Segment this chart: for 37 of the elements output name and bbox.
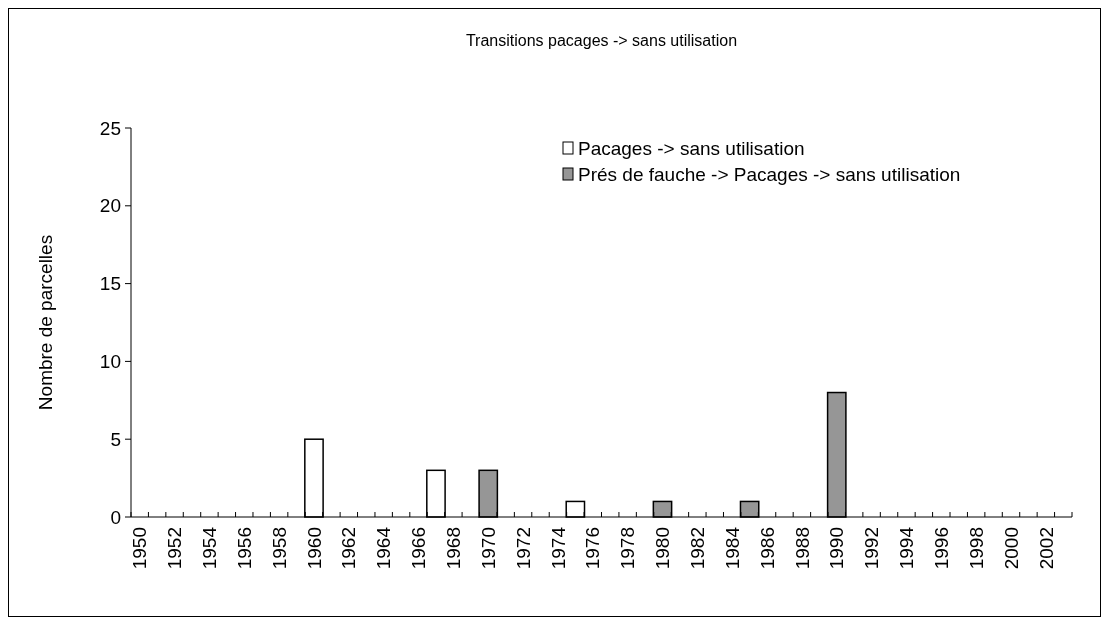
x-tick-label: 1984 [721, 526, 743, 570]
y-axis-title: Nombre de parcelles [35, 234, 56, 411]
x-tick-label: 1982 [686, 527, 708, 570]
x-tick-label: 1964 [373, 526, 395, 570]
y-tick-label: 20 [99, 195, 121, 217]
x-tick-label: 1958 [268, 527, 290, 570]
x-tick-label: 1996 [930, 527, 952, 570]
x-tick-label: 1962 [338, 527, 360, 570]
y-tick-label: 15 [99, 273, 121, 295]
x-tick-label: 1968 [443, 527, 465, 570]
x-tick-label: 1974 [547, 526, 569, 570]
legend-label: Pacages -> sans utilisation [578, 137, 805, 159]
x-tick-label: 1980 [652, 527, 674, 570]
y-tick-label: 10 [99, 351, 121, 373]
x-tick-label: 1986 [756, 527, 778, 570]
y-tick-label: 0 [110, 506, 121, 528]
x-tick-label: 1972 [512, 527, 534, 570]
x-tick-label: 1954 [199, 526, 221, 570]
x-tick-label: 2002 [1035, 527, 1057, 570]
y-tick-label: 5 [110, 428, 121, 450]
x-tick-label: 1960 [303, 527, 325, 570]
x-tick-label: 1976 [582, 527, 604, 570]
chart-title: Transitions pacages -> sans utilisation [465, 32, 738, 49]
x-tick-label: 1994 [896, 526, 918, 570]
x-tick-label: 2000 [1000, 527, 1022, 570]
legend-label: Prés de fauche -> Pacages -> sans utilisation [578, 163, 961, 185]
x-tick-label: 1950 [129, 527, 151, 570]
x-tick-label: 1998 [965, 527, 987, 570]
x-tick-label: 1988 [791, 527, 813, 570]
x-tick-label: 1990 [826, 527, 848, 570]
x-tick-label: 1970 [477, 527, 499, 570]
x-tick-label: 1952 [164, 527, 186, 570]
x-tick-label: 1966 [408, 527, 430, 570]
y-tick-label: 25 [99, 117, 121, 139]
x-tick-label: 1956 [233, 527, 255, 570]
x-tick-label: 1978 [617, 527, 639, 570]
x-tick-label: 1992 [861, 527, 883, 570]
